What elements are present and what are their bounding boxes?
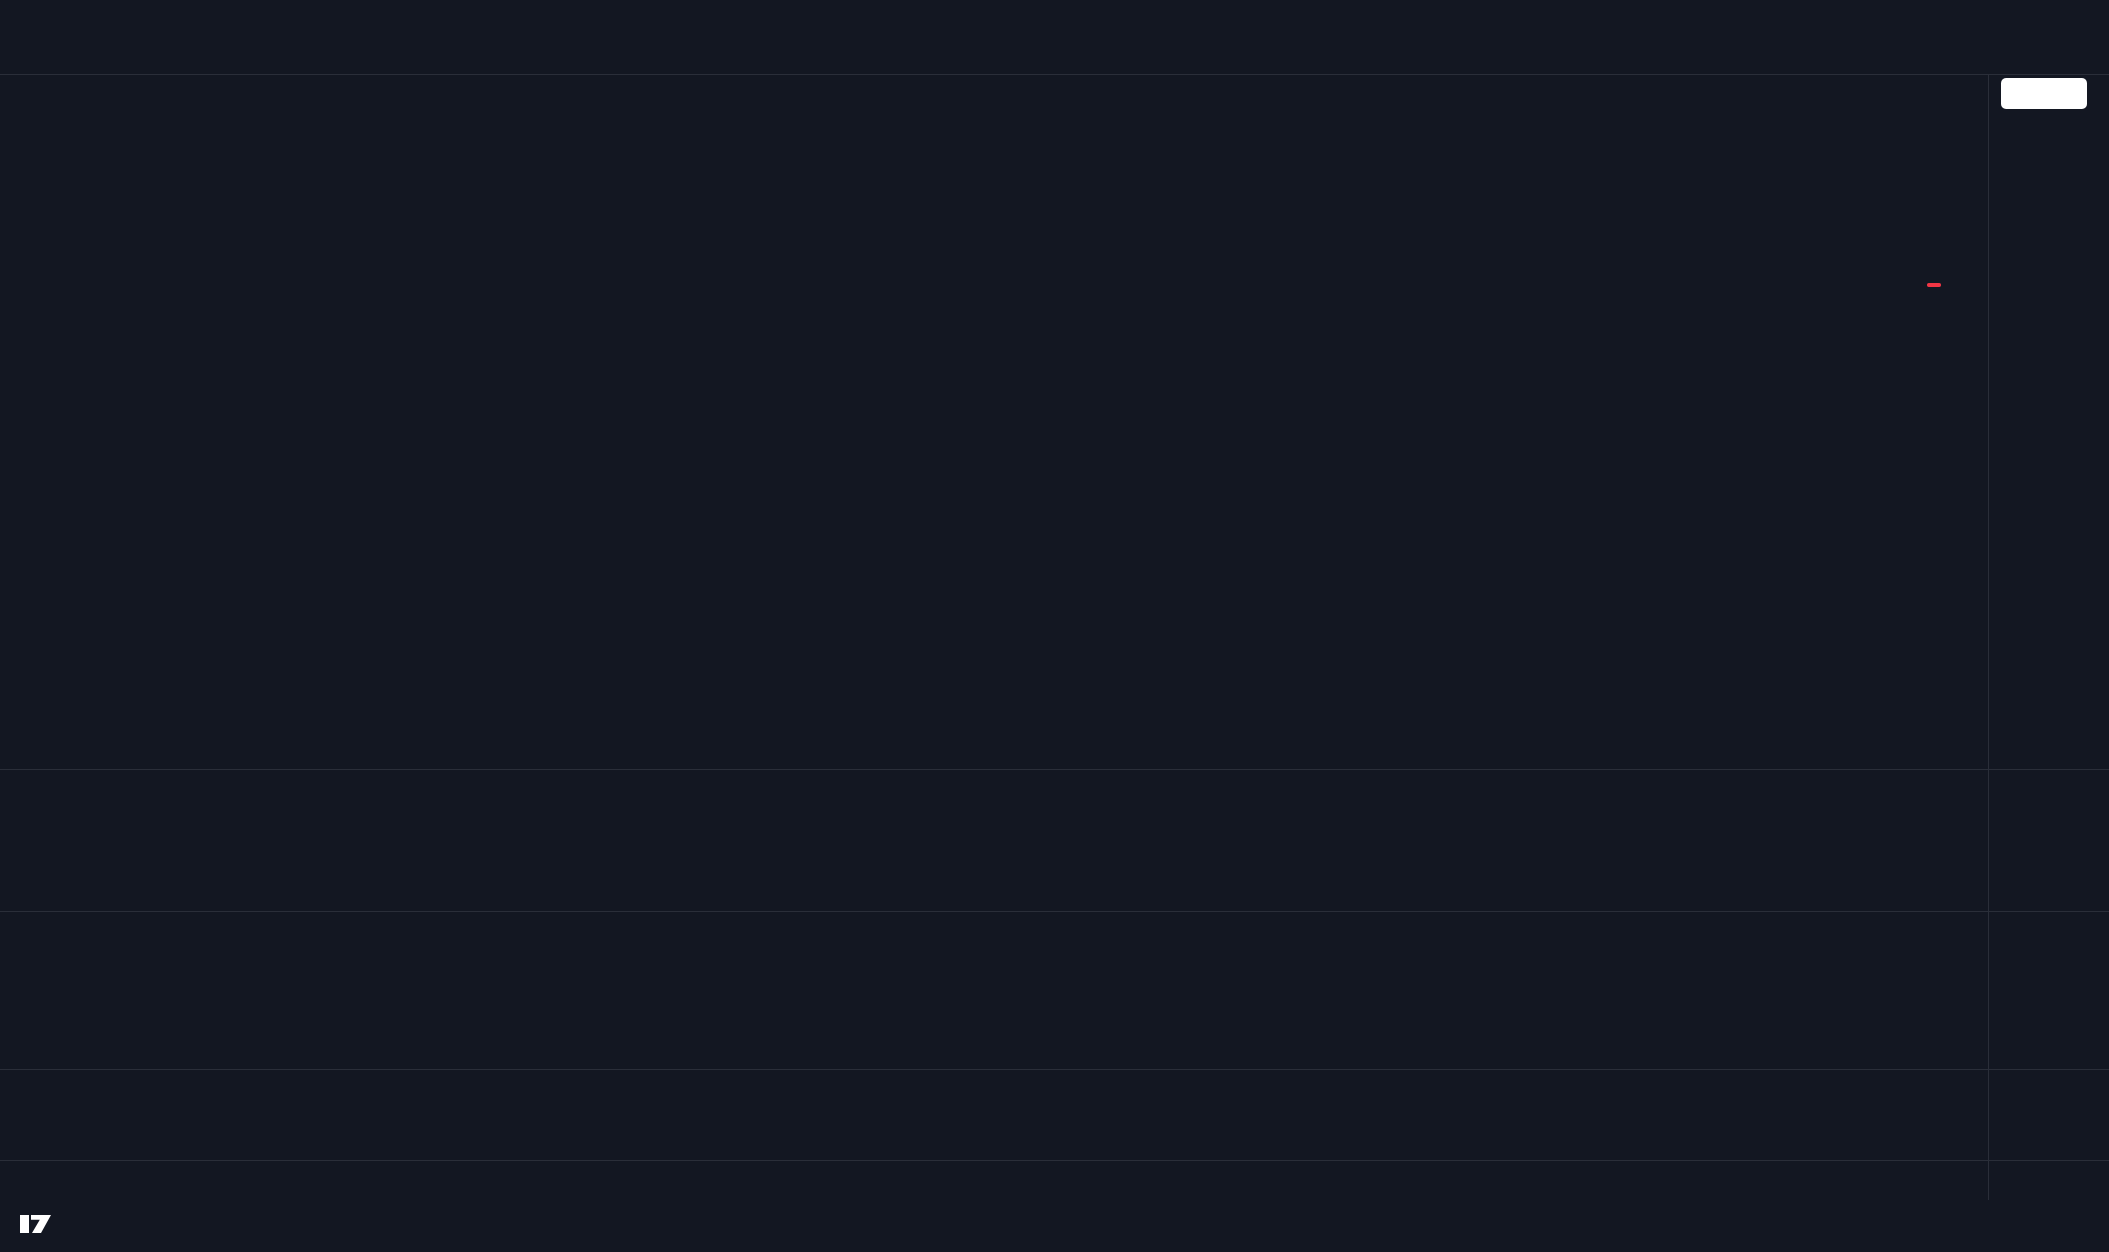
tradingview-logo-icon (20, 1215, 51, 1233)
pane-separator[interactable] (0, 911, 2109, 912)
price-axis[interactable] (1989, 74, 2109, 1160)
pane-separator[interactable] (0, 769, 2109, 770)
chart-canvas[interactable] (0, 74, 1988, 1160)
price-axis-divider (1988, 74, 1989, 1200)
symbol-price-tag (1927, 283, 1941, 287)
time-axis[interactable] (0, 1160, 2109, 1202)
pane-separator[interactable] (0, 1069, 2109, 1070)
tradingview-footer-link[interactable] (19, 1210, 62, 1238)
chart-plot-area[interactable] (0, 74, 1988, 1160)
symbol-info-bar (19, 37, 29, 57)
projection-arrow-layer (0, 74, 1988, 1160)
currency-button[interactable] (2001, 78, 2087, 109)
time-axis-divider (0, 1160, 2109, 1161)
